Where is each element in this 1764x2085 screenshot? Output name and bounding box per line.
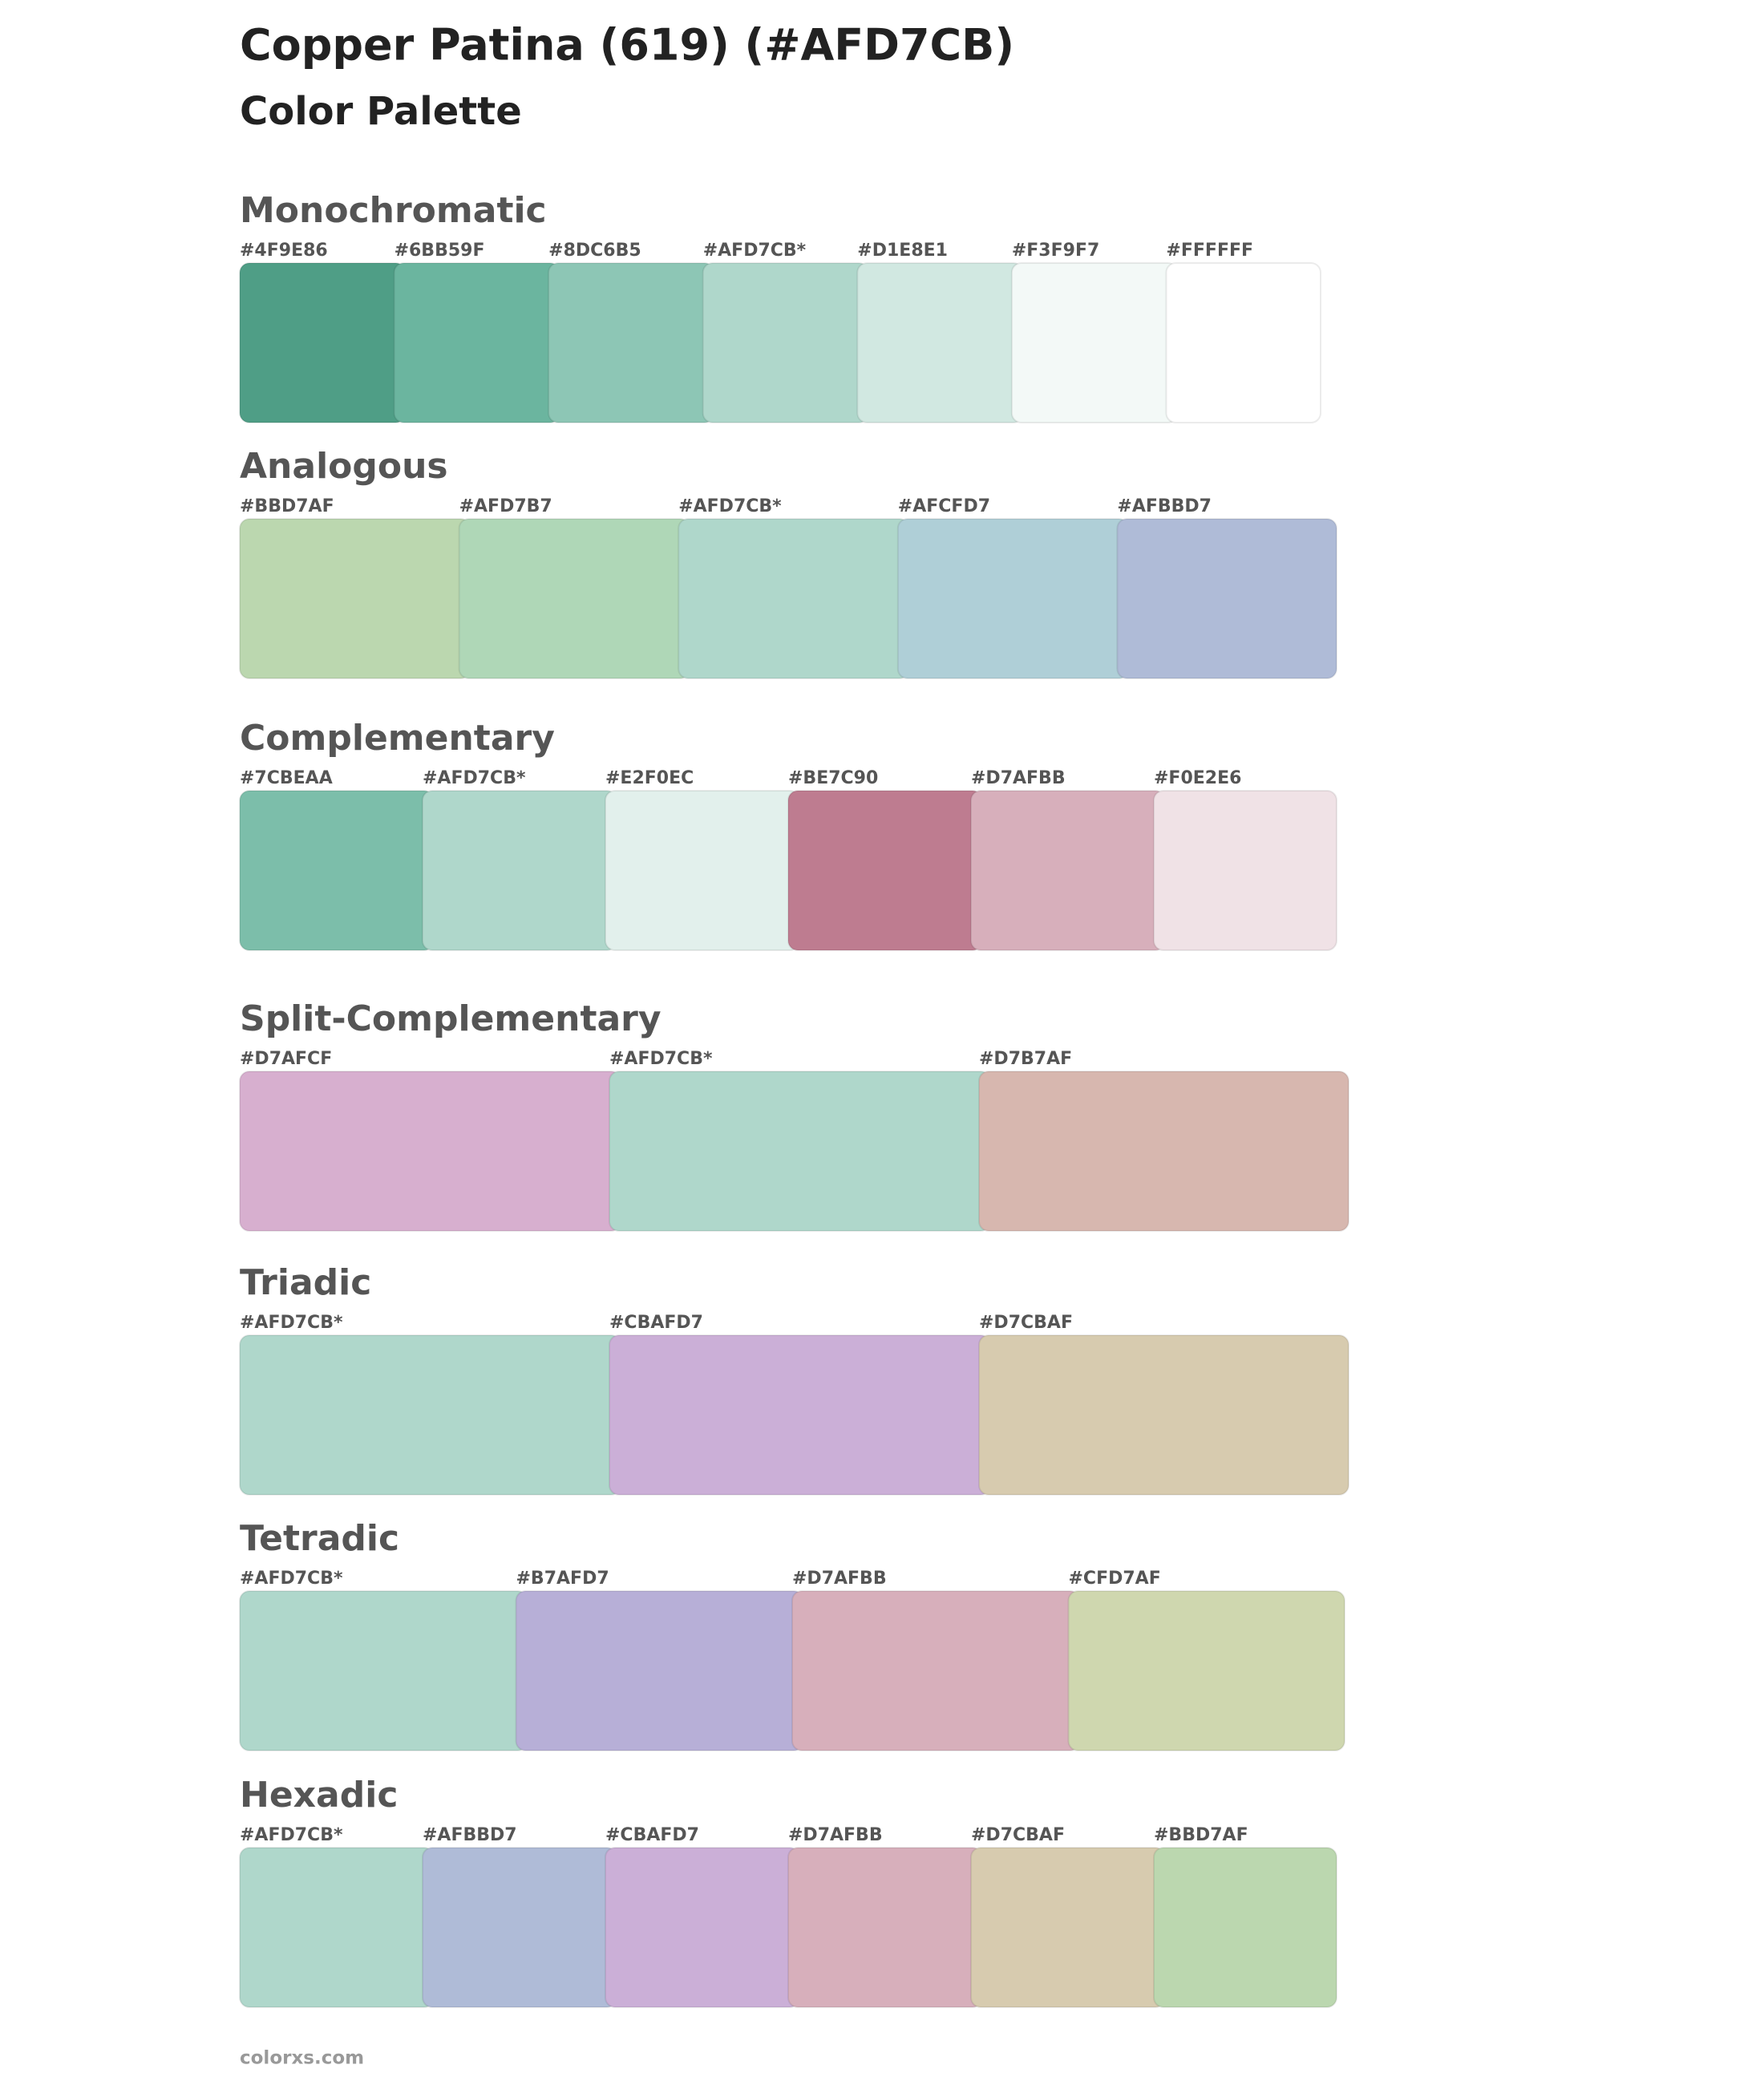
swatch <box>856 262 1024 423</box>
swatch-label: #CBAFD7 <box>609 1313 703 1333</box>
swatch <box>970 1847 1166 2008</box>
swatch <box>422 1847 617 2008</box>
swatch <box>978 1071 1349 1232</box>
swatch-label: #D1E8E1 <box>857 241 948 261</box>
swatch <box>239 518 471 679</box>
swatch-label: #AFD7CB* <box>240 1825 343 1845</box>
swatch <box>605 790 800 951</box>
section-heading: Triadic <box>240 1262 371 1303</box>
swatch <box>1116 518 1338 679</box>
swatch-label: #D7B7AF <box>979 1049 1072 1069</box>
swatch <box>605 1847 800 2008</box>
swatch-label: #AFD7CB* <box>678 496 782 516</box>
swatch-label: #E2F0EC <box>605 768 694 788</box>
swatch <box>458 518 691 679</box>
swatch-label: #CBAFD7 <box>605 1825 699 1845</box>
swatch <box>787 790 983 951</box>
swatch-label: #F0E2E6 <box>1154 768 1241 788</box>
swatch <box>791 1590 1081 1751</box>
swatch-label: #BE7C90 <box>788 768 878 788</box>
swatch-label: #AFD7B7 <box>459 496 552 516</box>
swatch-label: #AFBBD7 <box>423 1825 517 1845</box>
swatch <box>609 1334 991 1496</box>
swatch-label: #BBD7AF <box>240 496 334 516</box>
swatch <box>239 1334 621 1496</box>
swatch <box>393 262 561 423</box>
section-heading: Hexadic <box>240 1775 398 1816</box>
swatch-label: #AFD7CB* <box>703 241 807 261</box>
swatch-label: #AFCFD7 <box>898 496 990 516</box>
swatch-label: #BBD7AF <box>1154 1825 1248 1845</box>
swatch <box>1153 790 1337 951</box>
swatch <box>239 1847 435 2008</box>
swatch <box>239 262 407 423</box>
swatch <box>978 1334 1349 1496</box>
swatch <box>548 262 715 423</box>
section-heading: Complementary <box>240 718 555 759</box>
subtitle: Color Palette <box>240 89 522 134</box>
swatch <box>1010 262 1179 423</box>
swatch-label: #AFD7CB* <box>423 768 526 788</box>
swatch-label: #D7AFBB <box>788 1825 883 1845</box>
swatch-label: #D7AFCF <box>240 1049 332 1069</box>
swatch-label: #D7AFBB <box>792 1569 887 1589</box>
swatch <box>239 1071 621 1232</box>
section-heading: Monochromatic <box>240 190 547 231</box>
swatch <box>515 1590 804 1751</box>
swatch <box>787 1847 983 2008</box>
swatch-label: #7CBEAA <box>240 768 333 788</box>
swatch <box>239 790 435 951</box>
section-heading: Tetradic <box>240 1518 399 1559</box>
swatch <box>678 518 910 679</box>
footer: colorxs.com <box>240 2048 364 2069</box>
swatch-label: #D7CBAF <box>979 1313 1073 1333</box>
swatch-label: #D7AFBB <box>971 768 1066 788</box>
swatch <box>239 1590 528 1751</box>
swatch <box>1067 1590 1345 1751</box>
swatch-label: #B7AFD7 <box>516 1569 609 1589</box>
swatch-label: #8DC6B5 <box>548 241 641 261</box>
swatch-label: #6BB59F <box>394 241 485 261</box>
swatch-label: #AFD7CB* <box>609 1049 713 1069</box>
swatch-label: #AFBBD7 <box>1117 496 1212 516</box>
swatch-label: #4F9E86 <box>240 241 328 261</box>
swatch-label: #CFD7AF <box>1069 1569 1161 1589</box>
title: Copper Patina (619) (#AFD7CB) <box>240 20 1014 71</box>
swatch <box>896 518 1130 679</box>
swatch-label: #FFFFFF <box>1166 241 1253 261</box>
swatch-label: #F3F9F7 <box>1012 241 1099 261</box>
swatch <box>422 790 617 951</box>
section-heading: Split-Complementary <box>240 998 662 1039</box>
swatch <box>609 1071 991 1232</box>
section-heading: Analogous <box>240 446 448 487</box>
swatch-label: #AFD7CB* <box>240 1569 343 1589</box>
swatch-label: #AFD7CB* <box>240 1313 343 1333</box>
swatch <box>702 262 870 423</box>
swatch <box>1165 262 1322 423</box>
swatch-label: #D7CBAF <box>971 1825 1065 1845</box>
swatch <box>970 790 1166 951</box>
swatch <box>1153 1847 1337 2008</box>
